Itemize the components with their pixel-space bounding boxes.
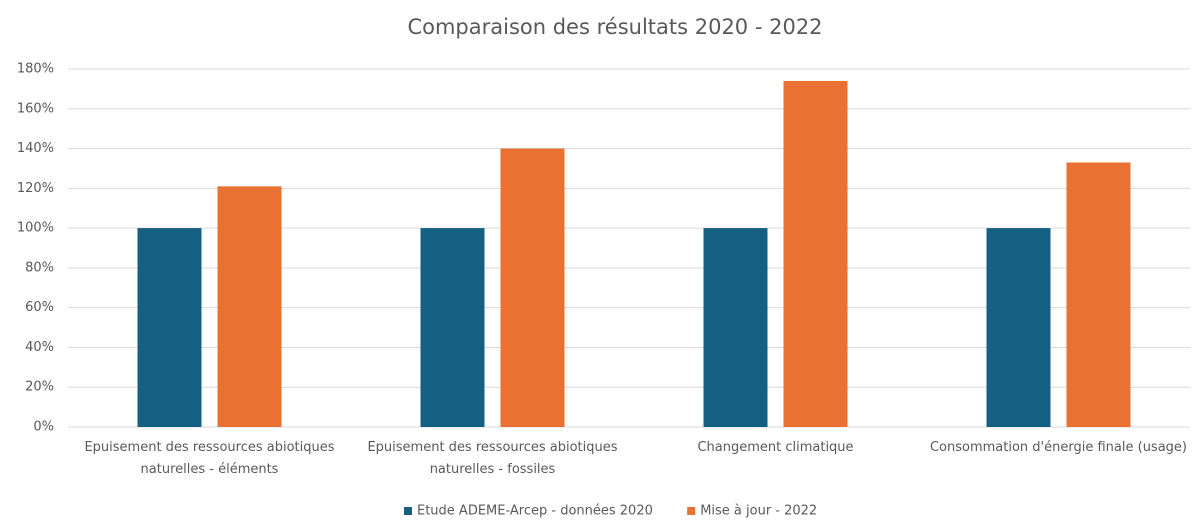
- y-tick-label: 140%: [17, 141, 54, 156]
- chart-title: Comparaison des résultats 2020 - 2022: [407, 15, 822, 39]
- legend-swatch: [404, 507, 412, 515]
- legend-swatch: [687, 507, 696, 515]
- y-tick-label: 0%: [33, 420, 54, 435]
- y-tick-label: 180%: [17, 62, 54, 77]
- y-tick-label: 100%: [17, 221, 54, 236]
- x-tick-label: Consommation d'énergie finale (usage): [929, 440, 1187, 455]
- y-tick-label: 40%: [25, 340, 54, 355]
- y-tick-label: 160%: [17, 101, 54, 116]
- bar: [703, 228, 768, 427]
- bar: [986, 228, 1051, 427]
- bar: [783, 80, 848, 427]
- y-tick-label: 60%: [25, 300, 54, 315]
- x-tick-label: Changement climatique: [697, 440, 854, 455]
- y-tick-label: 20%: [25, 380, 54, 395]
- bar: [137, 228, 202, 427]
- x-tick-label: Epuisement des ressources abiotiques nat…: [367, 440, 618, 477]
- bar: [500, 148, 565, 428]
- x-tick-label: Epuisement des ressources abiotiques nat…: [84, 440, 335, 477]
- y-tick-label: 120%: [17, 181, 54, 196]
- bar: [420, 228, 485, 427]
- bar: [1066, 162, 1131, 427]
- bar: [217, 186, 282, 427]
- legend-label: Mise à jour - 2022: [700, 504, 817, 519]
- y-tick-label: 80%: [25, 260, 54, 275]
- legend-label: Etude ADEME-Arcep - données 2020: [417, 504, 653, 519]
